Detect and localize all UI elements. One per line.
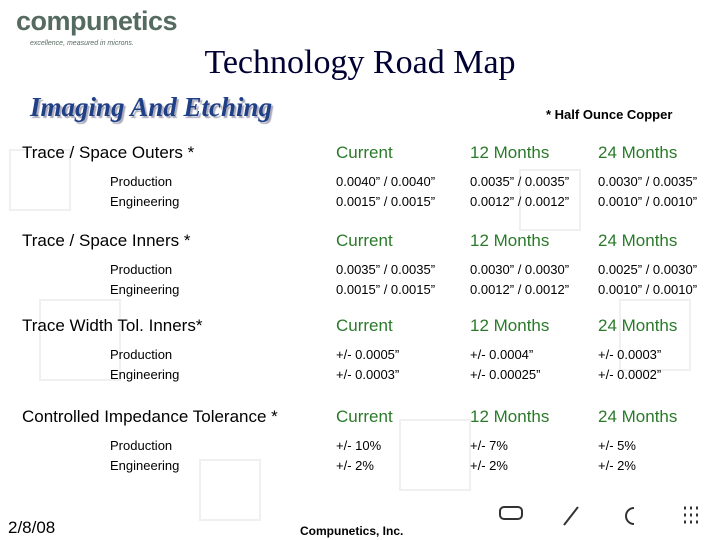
cell-value: 0.0030” / 0.0030”	[470, 262, 570, 277]
cell-value: +/- 2%	[336, 458, 374, 473]
column-header: 12 Months	[470, 231, 550, 250]
column-header: 12 Months	[470, 407, 550, 426]
cell-value: 0.0010” / 0.0010”	[598, 194, 698, 209]
cell-value: 0.0012” / 0.0012”	[470, 194, 570, 209]
cell-value: +/- 0.0002”	[598, 367, 662, 382]
row-label: Engineering	[110, 367, 180, 382]
cell-value: +/- 5%	[598, 438, 636, 453]
row-label: Production	[110, 262, 173, 277]
cell-value: 0.0025” / 0.0030”	[598, 262, 698, 277]
column-header: 24 Months	[598, 316, 678, 335]
column-header: Current	[336, 143, 393, 162]
cell-value: 0.0012” / 0.0012”	[470, 282, 570, 297]
cell-value: +/- 0.0003”	[336, 367, 400, 382]
row-label: Engineering	[110, 458, 180, 473]
column-header: 24 Months	[598, 407, 678, 426]
column-header: 24 Months	[598, 143, 678, 162]
cell-value: 0.0035” / 0.0035”	[470, 174, 570, 189]
cell-value: +/- 10%	[336, 438, 382, 453]
footer-company: Compunetics, Inc.	[300, 524, 404, 538]
column-header: 24 Months	[598, 231, 678, 250]
cell-value: +/- 7%	[470, 438, 508, 453]
column-header: Current	[336, 316, 393, 335]
column-header: 12 Months	[470, 143, 550, 162]
section-heading: Trace / Space Inners *	[22, 231, 191, 250]
title: Technology Road Map	[204, 44, 516, 81]
cell-value: +/- 0.0004”	[470, 347, 534, 362]
row-label: Production	[110, 174, 173, 189]
row-label: Engineering	[110, 194, 180, 209]
footer-date: 2/8/08	[8, 518, 56, 537]
cell-value: +/- 0.0003”	[598, 347, 662, 362]
cell-value: +/- 0.0005”	[336, 347, 400, 362]
row-label: Engineering	[110, 282, 180, 297]
cell-value: 0.0035” / 0.0035”	[336, 262, 436, 277]
cell-value: 0.0010” / 0.0010”	[598, 282, 698, 297]
logo: compunetics	[16, 6, 178, 36]
column-header: 12 Months	[470, 316, 550, 335]
section-heading: Controlled Impedance Tolerance *	[22, 407, 278, 426]
cell-value: 0.0015” / 0.0015”	[336, 194, 436, 209]
cell-value: +/- 2%	[598, 458, 636, 473]
row-label: Production	[110, 438, 173, 453]
subtitle: Imaging And Etching	[30, 92, 273, 122]
column-header: Current	[336, 407, 393, 426]
cell-value: +/- 2%	[470, 458, 508, 473]
section-heading: Trace Width Tol. Inners*	[22, 316, 203, 335]
logo-tagline: excellence, measured in microns.	[30, 40, 134, 47]
section-heading: Trace / Space Outers *	[22, 143, 195, 162]
cell-value: 0.0015” / 0.0015”	[336, 282, 436, 297]
row-label: Production	[110, 347, 173, 362]
cell-value: +/- 0.00025”	[470, 367, 541, 382]
footer-icons	[499, 506, 698, 526]
column-header: Current	[336, 231, 393, 250]
cell-value: 0.0030” / 0.0035”	[598, 174, 698, 189]
cell-value: 0.0040” / 0.0040”	[336, 174, 436, 189]
note: * Half Ounce Copper	[546, 107, 673, 122]
